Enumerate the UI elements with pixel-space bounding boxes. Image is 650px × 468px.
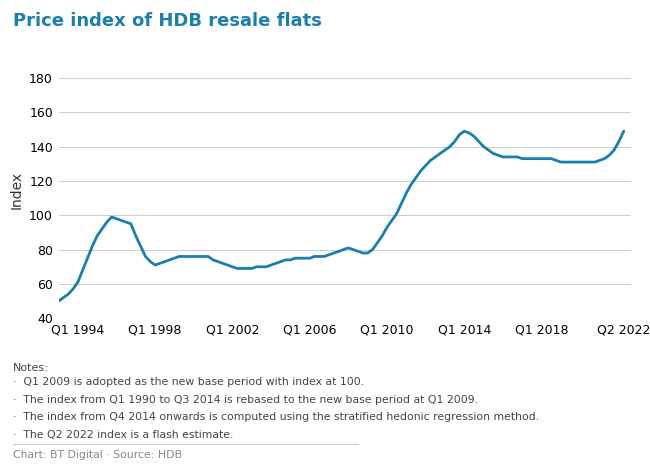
Text: ·  The index from Q1 1990 to Q3 2014 is rebased to the new base period at Q1 200: · The index from Q1 1990 to Q3 2014 is r…	[13, 395, 478, 404]
Text: Price index of HDB resale flats: Price index of HDB resale flats	[13, 12, 322, 29]
Text: ·  The Q2 2022 index is a flash estimate.: · The Q2 2022 index is a flash estimate.	[13, 430, 233, 440]
Y-axis label: Index: Index	[10, 170, 23, 209]
Text: Chart: BT Digital · Source: HDB: Chart: BT Digital · Source: HDB	[13, 450, 182, 460]
Text: Notes:: Notes:	[13, 363, 49, 373]
Text: ·  Q1 2009 is adopted as the new base period with index at 100.: · Q1 2009 is adopted as the new base per…	[13, 377, 364, 387]
Text: ·  The index from Q4 2014 onwards is computed using the stratified hedonic regre: · The index from Q4 2014 onwards is comp…	[13, 412, 539, 422]
